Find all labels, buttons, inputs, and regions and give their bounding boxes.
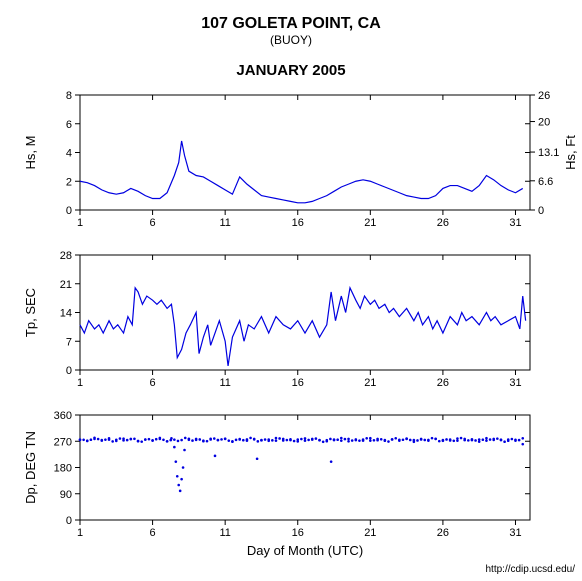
- x-tick-label: 11: [219, 217, 230, 229]
- x-tick-label: 31: [509, 527, 521, 539]
- source-url: http://cdip.ucsd.edu/: [485, 564, 575, 575]
- y-tick-label: 6: [66, 119, 72, 131]
- x-tick-label: 31: [509, 377, 521, 389]
- x-tick-label: 26: [437, 527, 449, 539]
- y-tick-label: 8: [66, 90, 72, 102]
- y-tick-label: 360: [54, 410, 72, 422]
- y-tick-label: 28: [60, 250, 72, 262]
- y-axis-label-left: Dp, DEG TN: [23, 431, 38, 504]
- x-tick-label: 1: [77, 217, 83, 229]
- x-tick-label: 16: [292, 217, 304, 229]
- x-axis-label: Day of Month (UTC): [247, 543, 363, 558]
- y-tick-label: 21: [60, 279, 72, 291]
- y-tick-label: 7: [66, 336, 72, 348]
- y-tick-label-right: 13.1: [538, 147, 559, 159]
- panel-hs: 16111621263102468Hs, M06.613.12026Hs, Ft: [23, 90, 578, 229]
- x-tick-label: 1: [77, 527, 83, 539]
- x-tick-label: 6: [150, 527, 156, 539]
- y-axis-label-left: Tp, SEC: [23, 288, 38, 337]
- y-tick-label: 2: [66, 176, 72, 188]
- y-axis-label-left: Hs, M: [23, 136, 38, 170]
- x-tick-label: 6: [150, 217, 156, 229]
- y-tick-label: 180: [54, 463, 72, 475]
- y-tick-label-right: 26: [538, 90, 550, 102]
- x-tick-label: 1: [77, 377, 83, 389]
- tp-line: [80, 288, 526, 366]
- x-tick-label: 26: [437, 217, 449, 229]
- chart-month: JANUARY 2005: [236, 62, 345, 79]
- dp-scatter: [79, 436, 524, 492]
- chart-title: 107 GOLETA POINT, CA: [201, 15, 381, 32]
- x-tick-label: 16: [292, 377, 304, 389]
- y-axis-label-right: Hs, Ft: [563, 135, 578, 170]
- y-tick-label: 270: [54, 436, 72, 448]
- y-tick-label: 90: [60, 489, 72, 501]
- panel-dp: 161116212631090180270360Dp, DEG TN: [23, 410, 530, 539]
- x-tick-label: 21: [364, 217, 376, 229]
- y-tick-label: 4: [66, 148, 72, 160]
- x-tick-label: 21: [364, 377, 376, 389]
- x-tick-label: 6: [150, 377, 156, 389]
- y-tick-label-right: 6.6: [538, 176, 553, 188]
- x-tick-label: 21: [364, 527, 376, 539]
- x-tick-label: 11: [219, 527, 230, 539]
- x-tick-label: 16: [292, 527, 304, 539]
- y-tick-label-right: 0: [538, 205, 544, 217]
- x-tick-label: 31: [509, 217, 521, 229]
- hs-line: [80, 141, 523, 203]
- y-tick-label: 0: [66, 205, 72, 217]
- y-tick-label: 0: [66, 515, 72, 527]
- x-tick-label: 11: [219, 377, 230, 389]
- chart-subtitle: (BUOY): [270, 33, 312, 47]
- y-tick-label-right: 20: [538, 117, 550, 129]
- y-tick-label: 0: [66, 365, 72, 377]
- panel-tp: 16111621263107142128Tp, SEC: [23, 250, 530, 389]
- y-tick-label: 14: [60, 308, 72, 320]
- x-tick-label: 26: [437, 377, 449, 389]
